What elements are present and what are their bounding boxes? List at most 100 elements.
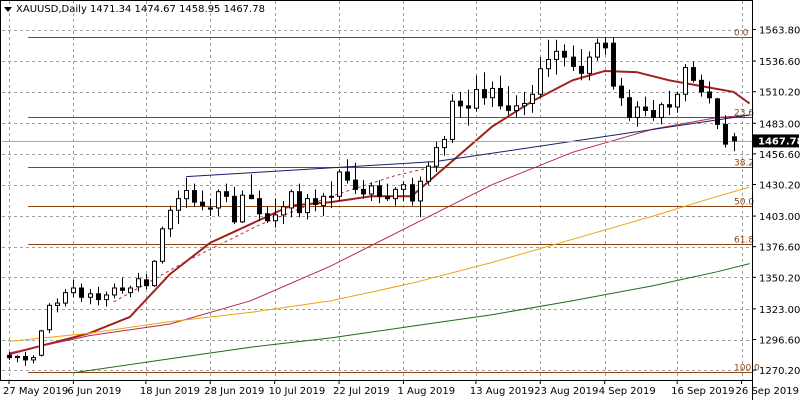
candle bbox=[675, 91, 680, 113]
candle-body-bullish bbox=[490, 87, 495, 99]
date-tick-label: 4 Sep 2019 bbox=[599, 386, 656, 397]
candle bbox=[458, 91, 463, 118]
candle-body-bullish bbox=[289, 191, 294, 209]
candle bbox=[683, 64, 688, 102]
candle-body-bearish bbox=[506, 105, 511, 111]
ma-long-line bbox=[8, 186, 750, 342]
ma-medium-line bbox=[8, 114, 750, 354]
price-scale[interactable]: 1563.80 1536.60 1510.20 1483.00 1456.60 1430.… bbox=[752, 26, 800, 378]
trendline[interactable] bbox=[435, 114, 750, 163]
price-tick-label: 1563.80 bbox=[759, 26, 800, 37]
candle bbox=[216, 189, 221, 217]
trendline[interactable] bbox=[186, 161, 436, 178]
candle bbox=[232, 187, 237, 225]
candle-body-bearish bbox=[232, 195, 237, 223]
candle bbox=[345, 159, 350, 184]
candle-body-bullish bbox=[281, 206, 286, 216]
candle bbox=[63, 289, 68, 307]
candle bbox=[168, 205, 173, 237]
candle bbox=[385, 183, 390, 201]
candle bbox=[611, 37, 616, 90]
candle bbox=[353, 162, 358, 195]
candlesticks bbox=[7, 37, 737, 366]
candle-body-bullish bbox=[71, 287, 76, 294]
date-tick-label: 6 Jun 2019 bbox=[67, 386, 121, 397]
candle-body-bearish bbox=[571, 56, 576, 67]
trendlines[interactable] bbox=[2, 114, 752, 178]
candle bbox=[208, 198, 213, 217]
candle bbox=[434, 141, 439, 172]
candle bbox=[498, 75, 503, 110]
candle-body-bearish bbox=[458, 100, 463, 107]
candle bbox=[659, 102, 664, 125]
candle bbox=[15, 355, 20, 363]
candle bbox=[265, 206, 270, 224]
candle bbox=[55, 298, 60, 313]
candle-body-bullish bbox=[128, 287, 133, 294]
date-tick-label: 23 Aug 2019 bbox=[534, 386, 598, 397]
candle-body-bullish bbox=[321, 195, 326, 207]
candle bbox=[514, 95, 519, 118]
date-tick-label: 1 Aug 2019 bbox=[397, 386, 455, 397]
candle bbox=[47, 303, 52, 334]
candle-body-bullish bbox=[530, 93, 535, 105]
candle-body-bullish bbox=[216, 191, 221, 209]
candle bbox=[506, 86, 511, 116]
candle-body-bearish bbox=[466, 105, 471, 109]
triangle-down-icon[interactable] bbox=[4, 7, 12, 12]
candle-body-bullish bbox=[635, 106, 640, 118]
candle-body-bearish bbox=[377, 185, 382, 197]
candle-body-bearish bbox=[144, 279, 149, 287]
price-tick-label: 1510.20 bbox=[759, 88, 800, 99]
candle bbox=[546, 39, 551, 77]
candle-body-bullish bbox=[426, 165, 431, 182]
candle-body-bullish bbox=[683, 67, 688, 95]
candle bbox=[466, 89, 471, 126]
current-price-badge bbox=[753, 134, 799, 148]
candle bbox=[96, 286, 101, 306]
time-scale[interactable]: 27 May 2019 6 Jun 2019 18 Jun 2019 28 Jun 2… bbox=[3, 380, 799, 397]
candle-body-bearish bbox=[715, 98, 720, 125]
candle bbox=[538, 57, 543, 98]
candle-body-bearish bbox=[353, 179, 358, 190]
candle-body-bearish bbox=[345, 171, 350, 181]
candle bbox=[410, 177, 415, 206]
candle bbox=[426, 161, 431, 185]
candle-body-bearish bbox=[249, 194, 254, 200]
candle-body-bullish bbox=[104, 294, 109, 301]
candle bbox=[562, 44, 567, 67]
candle-body-bearish bbox=[643, 106, 648, 111]
date-tick-label: 22 Jul 2019 bbox=[333, 386, 390, 397]
candle-body-bearish bbox=[265, 213, 270, 222]
candle-body-bearish bbox=[667, 104, 672, 108]
candle bbox=[176, 190, 181, 225]
candle bbox=[136, 272, 141, 292]
candle bbox=[603, 37, 608, 55]
candle bbox=[281, 200, 286, 225]
candle-body-bullish bbox=[401, 184, 406, 190]
candle bbox=[7, 351, 12, 360]
candle-body-bearish bbox=[385, 195, 390, 200]
candle bbox=[715, 97, 720, 130]
current-price-label: 1467.78 bbox=[758, 136, 800, 147]
candle-body-bullish bbox=[15, 355, 20, 359]
price-tick-label: 1323.00 bbox=[759, 305, 800, 316]
candle-body-bullish bbox=[39, 330, 44, 356]
candle bbox=[200, 190, 205, 211]
candle-body-bearish bbox=[691, 67, 696, 81]
candle-body-bullish bbox=[675, 93, 680, 108]
candle bbox=[595, 38, 600, 61]
candle bbox=[313, 189, 318, 212]
chart-header: XAUUSD,Daily 1471.34 1474.67 1458.95 146… bbox=[4, 4, 265, 15]
candle-body-bullish bbox=[546, 58, 551, 70]
candle-body-bullish bbox=[55, 302, 60, 306]
candle bbox=[490, 81, 495, 108]
candle bbox=[337, 169, 342, 201]
candle-body-bearish bbox=[257, 198, 262, 215]
candle bbox=[297, 183, 302, 218]
candle-body-bearish bbox=[732, 136, 737, 142]
candle bbox=[273, 198, 278, 228]
